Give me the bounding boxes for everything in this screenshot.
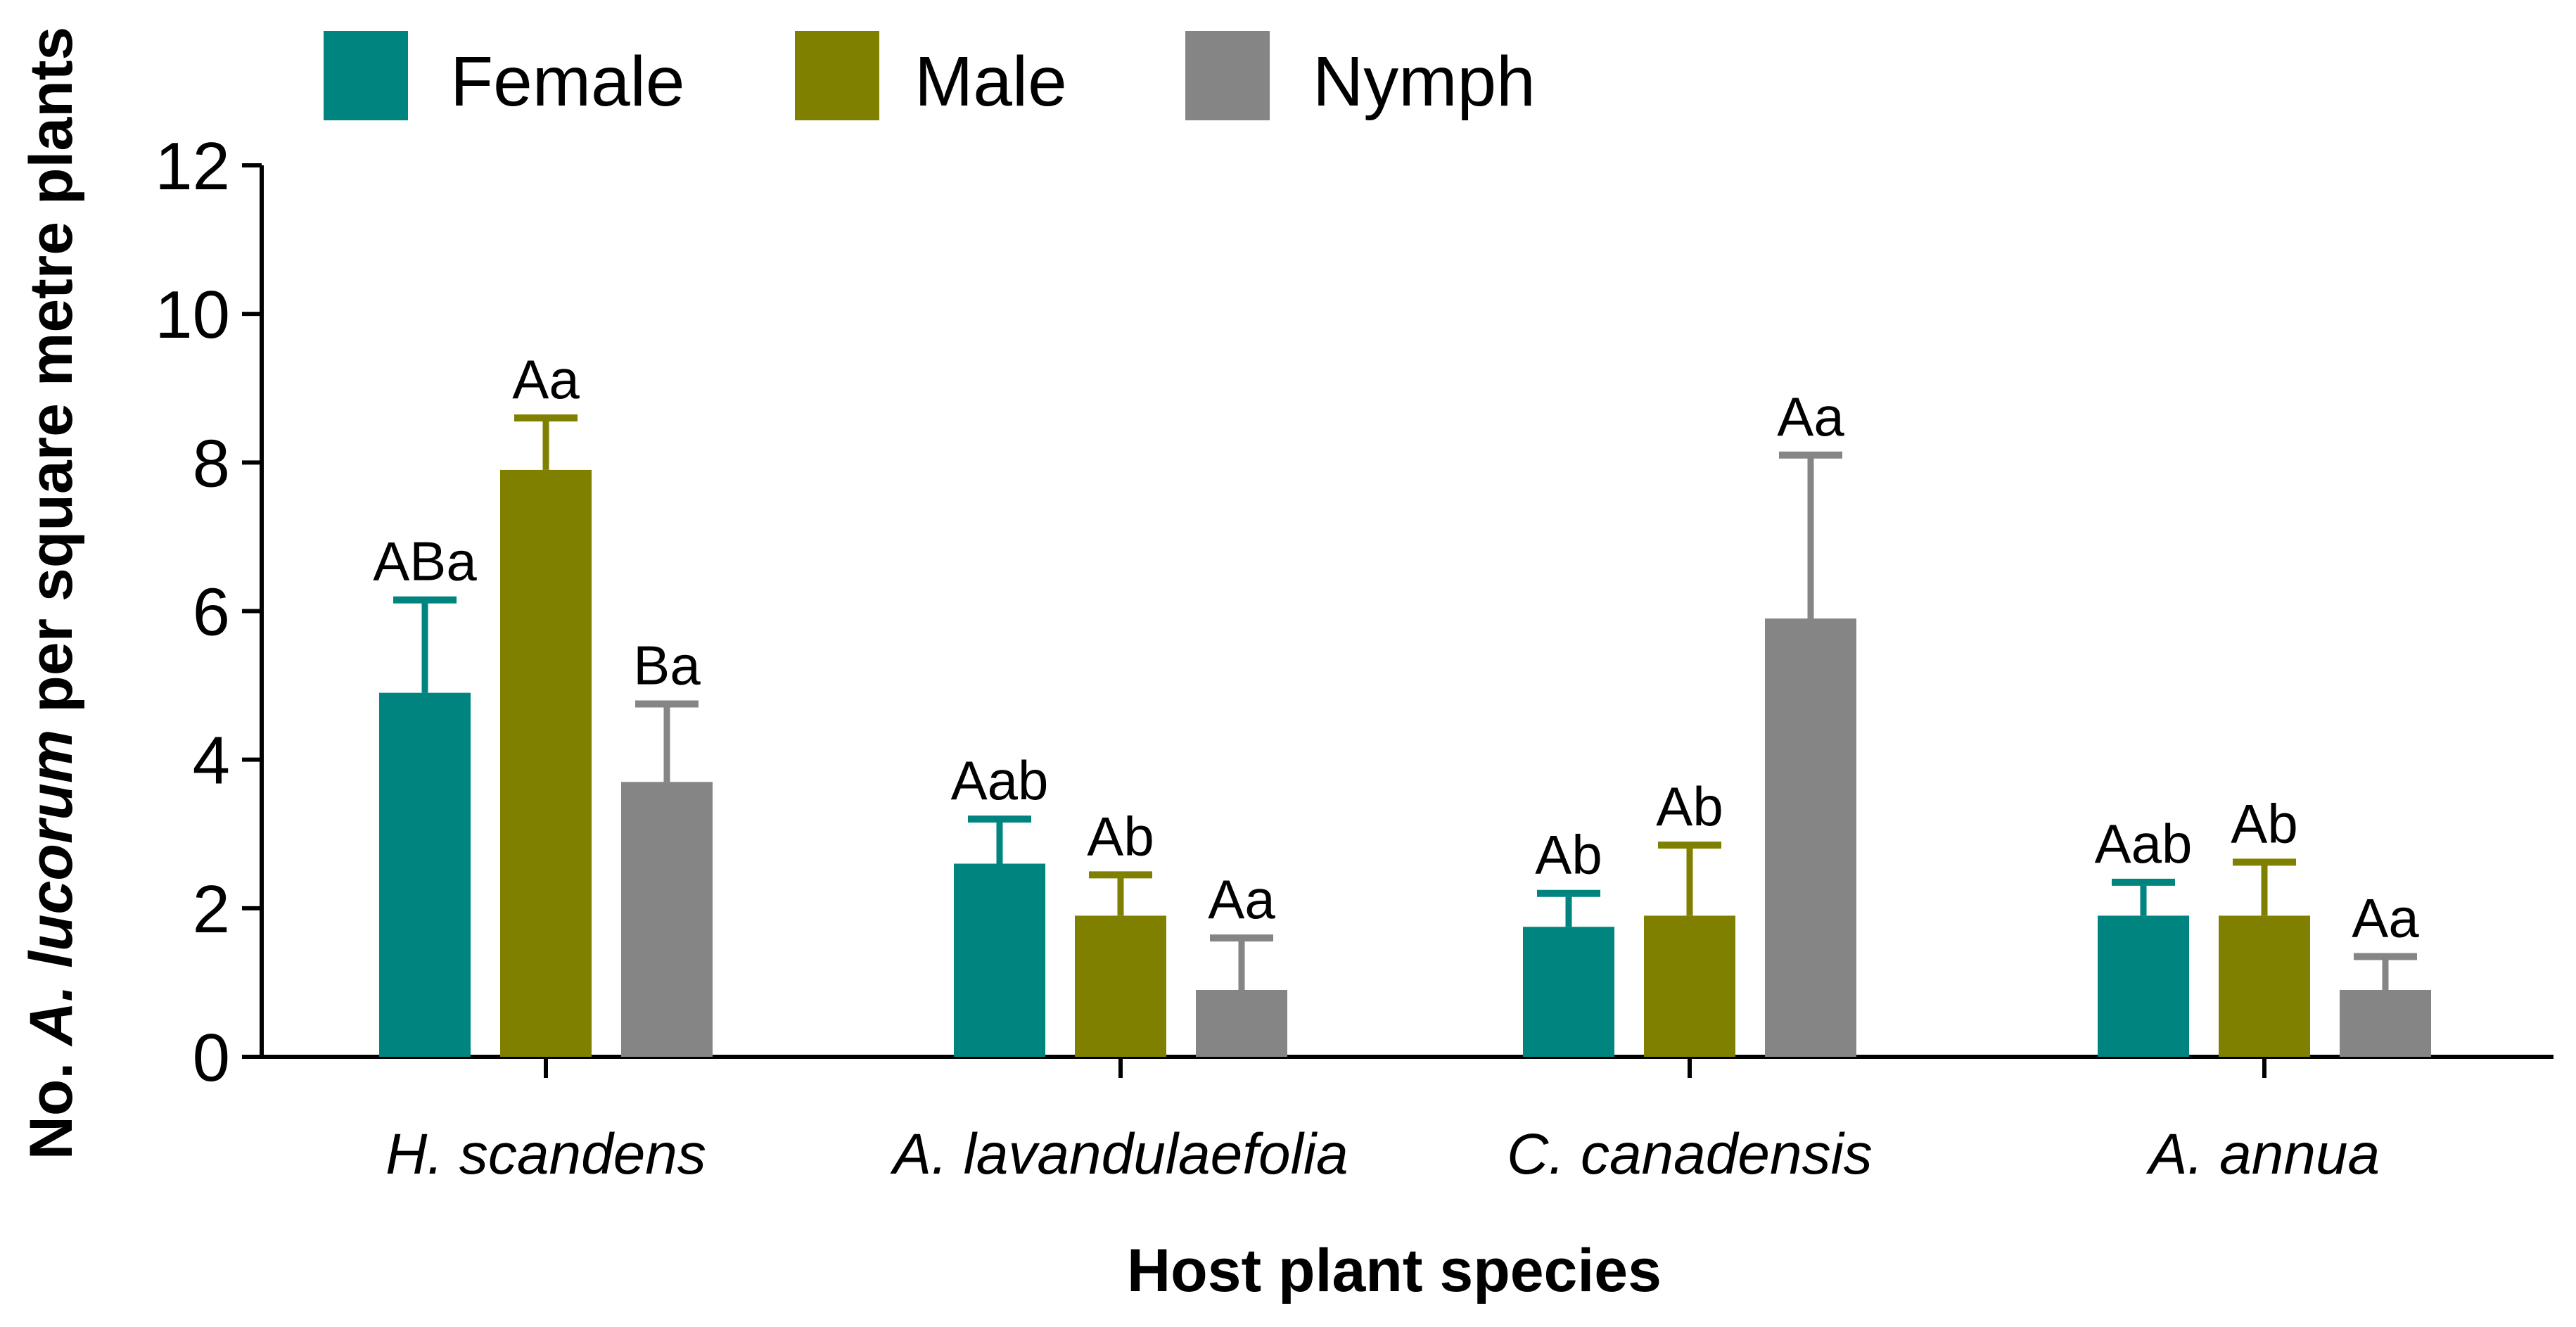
bar-male: [2219, 915, 2310, 1057]
y-tick-label: 12: [155, 129, 230, 204]
x-category-label: A. lavandulaefolia: [889, 1122, 1348, 1186]
significance-label-female: Ab: [1535, 824, 1602, 886]
legend: Female Male Nymph: [324, 31, 1536, 121]
bar-female: [954, 863, 1045, 1057]
y-tick-label: 0: [193, 1020, 230, 1096]
y-tick-label: 4: [193, 723, 230, 799]
significance-label-nymph: Aa: [1208, 868, 1275, 930]
bar-nymph: [1196, 989, 1287, 1057]
bar-female: [2098, 915, 2189, 1057]
bar-female: [379, 692, 471, 1057]
x-category-label: A. annua: [2145, 1122, 2380, 1186]
x-category-label: H. scandens: [385, 1122, 706, 1186]
bar-male: [1075, 915, 1166, 1057]
legend-label-male: Male: [914, 42, 1067, 121]
y-tick-label: 2: [193, 872, 230, 947]
significance-label-male: Ab: [1656, 775, 1723, 837]
y-axis-title-species: A. lucorum: [18, 730, 85, 1047]
x-axis-title: Host plant species: [1127, 1237, 1662, 1304]
bar-male: [500, 469, 592, 1057]
significance-label-male: Aa: [512, 348, 580, 410]
bar-nymph: [2340, 989, 2431, 1057]
bar-nymph: [1765, 618, 1856, 1057]
plot-area: ABa Aab Ab Aab Aa Ab Ab Ab Ba Aa Aa Aa: [373, 348, 2431, 1057]
y-tick-label: 6: [193, 575, 230, 650]
significance-label-nymph: Aa: [1777, 386, 1844, 447]
legend-swatch-female: [324, 31, 408, 120]
significance-label-male: Ab: [1087, 805, 1154, 867]
y-tick-label: 10: [155, 277, 230, 353]
significance-label-nymph: Aa: [2352, 887, 2419, 948]
y-tick-label: 8: [193, 426, 230, 501]
y-axis-title: No. A. lucorum per square metre plants: [18, 27, 85, 1160]
significance-label-nymph: Ba: [633, 634, 701, 696]
legend-label-nymph: Nymph: [1313, 42, 1536, 121]
bar-female: [1523, 927, 1614, 1057]
bar-male: [1644, 915, 1735, 1057]
y-axis-ticks: 0 2 4 6 8 10 12: [155, 129, 262, 1096]
bar-nymph: [621, 782, 713, 1057]
significance-label-male: Ab: [2231, 792, 2297, 854]
x-category-label: C. canadensis: [1507, 1122, 1873, 1186]
significance-label-female: ABa: [373, 531, 477, 592]
y-axis-title-suffix: per square metre plants: [18, 27, 85, 730]
legend-label-female: Female: [450, 42, 684, 121]
y-axis-title-prefix: No.: [18, 1046, 85, 1160]
significance-label-female: Aab: [2095, 813, 2193, 875]
x-axis-ticks: H. scandens A. lavandulaefolia C. canadens…: [385, 1057, 2380, 1186]
legend-swatch-male: [795, 31, 879, 120]
legend-swatch-nymph: [1185, 31, 1270, 120]
significance-label-female: Aab: [951, 749, 1049, 811]
